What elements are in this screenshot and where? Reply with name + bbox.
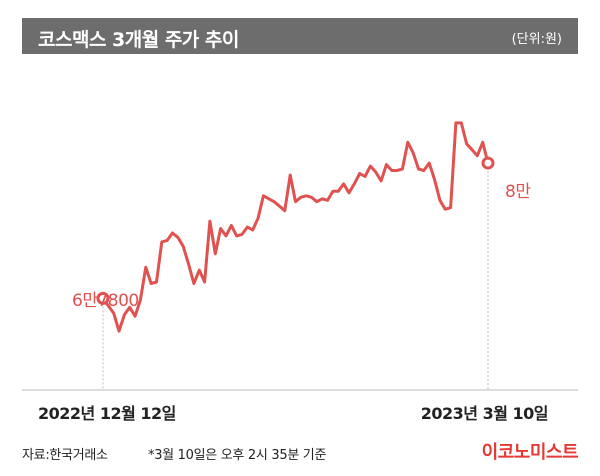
start-point-marker xyxy=(96,291,110,305)
end-price-label: 8만 xyxy=(505,182,531,202)
title-bar: 코스맥스 3개월 주가 추이 (단위:원) xyxy=(22,18,578,54)
unit-label: (단위:원) xyxy=(511,32,562,47)
chart-title: 코스맥스 3개월 주가 추이 xyxy=(38,29,239,51)
publisher-logo: 이코노미스트 xyxy=(481,442,579,463)
note-text: *3월 10일은 오후 2시 35분 기준 xyxy=(148,448,327,463)
start-date-label: 2022년 12월 12일 xyxy=(38,404,176,423)
end-point-marker xyxy=(481,156,495,170)
price-series-line xyxy=(101,121,490,333)
end-date-label: 2023년 3월 10일 xyxy=(420,404,549,423)
start-price-label: 6만7800 xyxy=(72,291,139,311)
source-text: 자료:한국거래소 xyxy=(22,448,108,463)
